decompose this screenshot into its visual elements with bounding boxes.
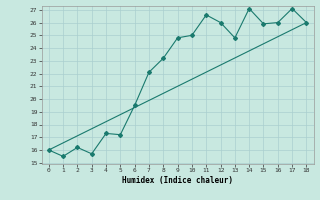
X-axis label: Humidex (Indice chaleur): Humidex (Indice chaleur) — [122, 176, 233, 185]
